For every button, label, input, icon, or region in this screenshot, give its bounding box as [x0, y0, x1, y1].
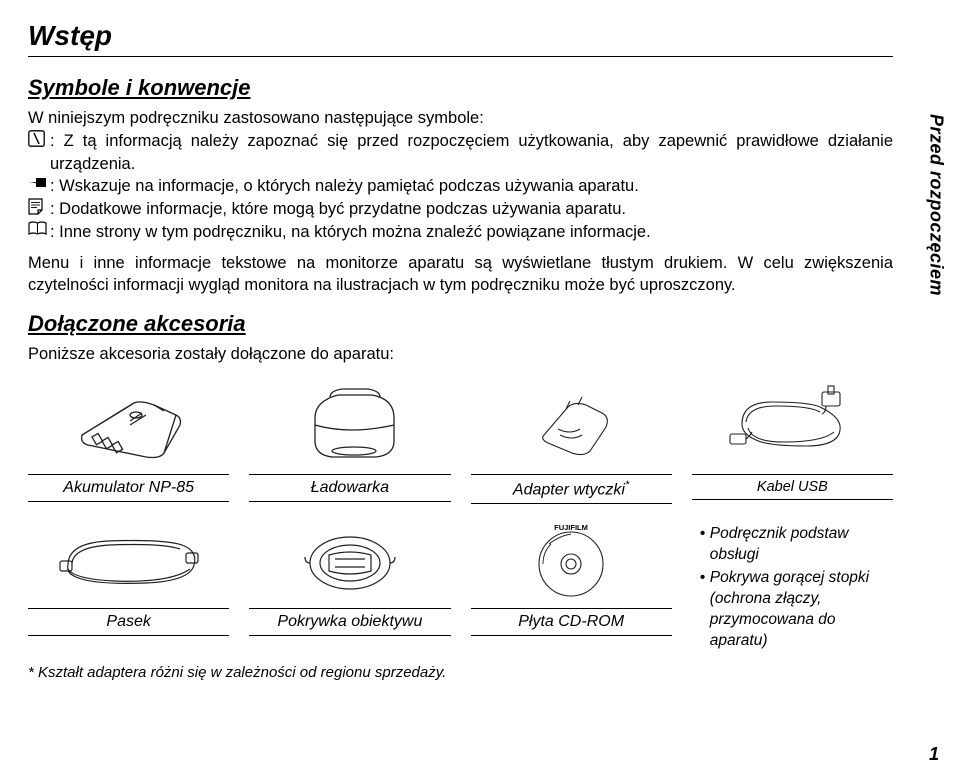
accessory-label: Adapter wtyczki*	[471, 474, 672, 504]
note-item: Pokrywa gorącej stopki (ochrona złączy, …	[700, 568, 893, 652]
cdrom-illustration: FUJIFILM	[471, 518, 672, 604]
usb-cable-illustration	[692, 378, 893, 470]
side-tab-label: Przed rozpoczęciem	[926, 114, 947, 296]
accessories-row-1: Akumulator NP-85 Ładowarka	[28, 378, 893, 504]
page-root: Wstęp Przed rozpoczęciem Symbole i konwe…	[0, 0, 959, 775]
symbol-item-text: : Inne strony w tym podręczniku, na któr…	[50, 221, 893, 244]
symbol-item: : Inne strony w tym podręczniku, na któr…	[28, 221, 893, 244]
accessory-label: Płyta CD-ROM	[471, 608, 672, 636]
adapter-label-text: Adapter wtyczki	[513, 481, 625, 498]
accessory-label: Ładowarka	[249, 474, 450, 502]
symbol-item: : Wskazuje na informacje, o których nale…	[28, 175, 893, 198]
symbols-paragraph: Menu i inne informacje tekstowe na monit…	[28, 252, 893, 298]
battery-illustration	[28, 378, 229, 470]
accessories-intro: Poniższe akcesoria zostały dołączone do …	[28, 343, 893, 366]
lens-cap-illustration	[249, 518, 450, 604]
adapter-footnote-mark: *	[625, 479, 629, 491]
accessory-adapter: Adapter wtyczki*	[471, 378, 672, 504]
accessory-label: Pasek	[28, 608, 229, 636]
accessory-strap: Pasek	[28, 518, 229, 654]
strap-illustration	[28, 518, 229, 604]
caution-icon	[28, 130, 48, 147]
accessory-label: Kabel USB	[692, 474, 893, 500]
accessory-cdrom: FUJIFILM Płyta CD-ROM	[471, 518, 672, 654]
accessory-notes: Podręcznik podstaw obsługi Pokrywa gorąc…	[692, 518, 893, 654]
symbol-item-text: : Dodatkowe informacje, które mogą być p…	[50, 198, 893, 221]
book-icon	[28, 221, 48, 236]
symbols-intro: W niniejszym podręczniku zastosowano nas…	[28, 107, 893, 130]
accessories-row-2: Pasek Pokrywka obiekt	[28, 518, 893, 654]
symbol-item: : Dodatkowe informacje, które mogą być p…	[28, 198, 893, 221]
section-accessories-heading: Dołączone akcesoria	[28, 311, 893, 337]
cd-brand-text: FUJIFILM	[554, 523, 588, 532]
symbol-item: : Z tą informacją należy zapoznać się pr…	[28, 130, 893, 176]
accessory-usb-cable: Kabel USB	[692, 378, 893, 504]
accessory-lens-cap: Pokrywka obiektywu	[249, 518, 450, 654]
symbol-item-text: : Wskazuje na informacje, o których nale…	[50, 175, 893, 198]
main-content: Symbole i konwencje W niniejszym podręcz…	[28, 75, 893, 681]
pointer-icon	[28, 175, 48, 190]
page-number: 1	[929, 744, 939, 765]
accessory-battery: Akumulator NP-85	[28, 378, 229, 504]
accessory-charger: Ładowarka	[249, 378, 450, 504]
side-tab: Przed rozpoczęciem	[923, 70, 949, 340]
note-item: Podręcznik podstaw obsługi	[700, 524, 893, 566]
symbol-item-text: : Z tą informacją należy zapoznać się pr…	[50, 130, 893, 176]
accessory-label: Akumulator NP-85	[28, 474, 229, 502]
accessory-label: Pokrywka obiektywu	[249, 608, 450, 636]
page-title: Wstęp	[28, 20, 893, 57]
notes-list: Podręcznik podstaw obsługi Pokrywa gorąc…	[692, 518, 893, 652]
footnote: * Kształt adaptera różni się w zależnośc…	[28, 664, 893, 681]
section-symbols-heading: Symbole i konwencje	[28, 75, 893, 101]
charger-illustration	[249, 378, 450, 470]
note-icon	[28, 198, 48, 215]
adapter-illustration	[471, 378, 672, 470]
